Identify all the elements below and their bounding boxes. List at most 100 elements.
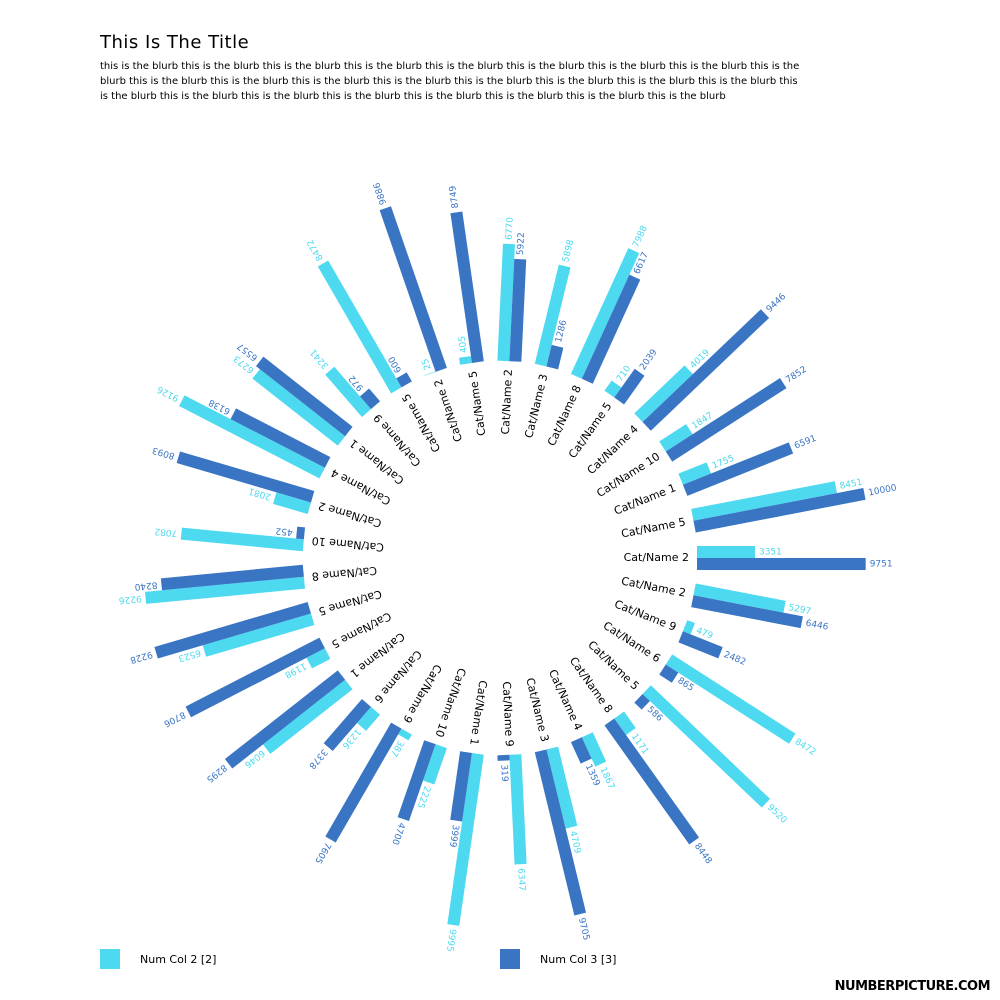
value-label: 9228 <box>128 649 153 665</box>
category-label: Cat/Name 2 <box>620 575 687 600</box>
bar <box>497 754 510 761</box>
bar <box>634 365 693 423</box>
value-label: 9886 <box>372 181 389 206</box>
category-label: Cat/Name 2 <box>432 377 466 443</box>
value-label: 2482 <box>722 650 747 668</box>
category-label: Cat/Name 2 <box>624 551 689 564</box>
bar <box>691 481 838 521</box>
bar <box>306 648 331 669</box>
bar <box>614 711 636 735</box>
bar <box>397 740 436 822</box>
bar <box>659 664 679 683</box>
value-label: 319 <box>498 764 509 782</box>
value-label: 452 <box>275 525 293 537</box>
bar <box>179 395 325 479</box>
bar <box>396 372 412 388</box>
bar <box>145 576 306 604</box>
bar <box>379 206 447 372</box>
category-label: Cat/Name 1 <box>467 679 489 746</box>
bar <box>497 243 515 362</box>
category-label: Cat/Name 9 <box>500 681 516 747</box>
bar <box>546 344 564 370</box>
bar <box>255 356 353 437</box>
bar <box>581 732 607 767</box>
value-label: 8240 <box>134 579 158 591</box>
value-label: 9226 <box>118 593 142 605</box>
category-label: Cat/Name 10 <box>311 534 384 554</box>
bar <box>534 264 571 367</box>
bar <box>665 654 796 744</box>
value-label: 5922 <box>516 232 527 255</box>
value-label: 3351 <box>759 548 782 558</box>
bar <box>682 620 696 635</box>
value-label: 7988 <box>631 224 650 249</box>
bar <box>230 408 331 468</box>
legend-swatch <box>100 949 120 969</box>
legend-swatch <box>500 949 520 969</box>
value-label: 6770 <box>505 217 516 241</box>
bar <box>398 728 412 741</box>
value-label: 8706 <box>162 709 187 729</box>
bar <box>642 309 770 431</box>
value-label: 4700 <box>389 821 406 846</box>
bar <box>262 679 353 754</box>
bar <box>665 378 787 462</box>
bar <box>325 722 402 843</box>
bar <box>570 737 592 764</box>
value-label: 2039 <box>638 348 660 373</box>
bar <box>447 752 484 926</box>
bar <box>634 693 650 710</box>
bar <box>546 746 578 829</box>
value-label: 8472 <box>306 237 326 262</box>
value-label: 8448 <box>692 842 714 867</box>
bar <box>691 595 803 629</box>
legend-item: Num Col 3 [3] <box>500 949 616 969</box>
bar <box>422 744 447 785</box>
bar <box>509 258 527 362</box>
bar <box>604 718 700 845</box>
value-label: 6446 <box>805 619 830 633</box>
chart-title: This Is The Title <box>100 32 250 53</box>
footer: NUMBERPICTURE.COM <box>834 979 991 994</box>
category-label: Cat/Name 3 <box>523 676 551 743</box>
value-label: 8295 <box>204 762 228 784</box>
category-label: Cat/Name 5 <box>620 515 687 540</box>
value-label: 5898 <box>561 239 576 264</box>
bar <box>604 380 622 398</box>
value-label: 25 <box>420 357 433 371</box>
value-label: 7605 <box>312 840 332 865</box>
bar <box>356 706 381 731</box>
value-label: 5297 <box>787 603 811 617</box>
category-label: Cat/Name 8 <box>311 564 377 583</box>
legend-item: Num Col 2 [2] <box>100 949 216 969</box>
bar <box>450 211 484 364</box>
bar <box>325 366 371 417</box>
value-label: 1867 <box>597 766 616 791</box>
bar <box>202 613 315 657</box>
bar <box>678 462 712 485</box>
bar <box>450 751 472 822</box>
value-label: 9705 <box>576 917 591 942</box>
value-label: 6347 <box>515 868 526 891</box>
bar <box>697 558 866 570</box>
bar <box>317 260 402 394</box>
bar <box>534 749 587 916</box>
category-label: Cat/Name 5 <box>466 370 488 437</box>
value-label: 405 <box>458 335 470 353</box>
value-label: 9520 <box>765 803 789 826</box>
value-label: 8451 <box>839 478 863 492</box>
bar <box>678 631 723 659</box>
bar <box>359 388 381 410</box>
value-label: 9126 <box>156 383 181 403</box>
bar <box>693 583 786 613</box>
category-label: Cat/Name 5 <box>317 587 383 618</box>
bar <box>459 356 472 365</box>
bar <box>154 601 311 659</box>
category-label: Cat/Name 2 <box>499 369 515 435</box>
value-label: 8093 <box>151 444 176 460</box>
bar <box>273 492 311 515</box>
legend-label: Num Col 2 [2] <box>140 952 217 966</box>
bar <box>570 248 640 379</box>
chart-subtitle: this is the blurb this is the blurb this… <box>100 61 800 102</box>
